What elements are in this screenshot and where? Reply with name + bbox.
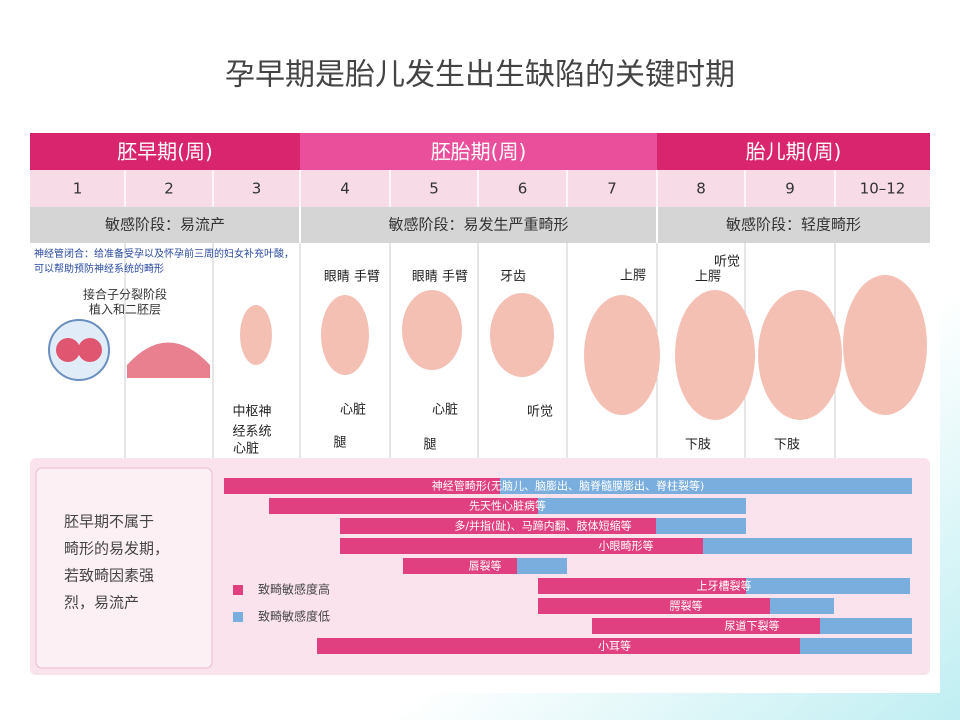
bar-high — [340, 518, 656, 534]
annotation: 眼睛 手臂 — [412, 270, 468, 285]
zygote-cell — [78, 338, 102, 362]
bar-low — [746, 578, 910, 594]
defect-label: 上牙槽裂等 — [697, 579, 752, 593]
note-box: 神经管闭合：给准备受孕以及怀孕前三周的妇女补充叶酸，可以帮助预防神经系统的畸形 — [34, 249, 294, 275]
period-band — [30, 133, 300, 170]
side-text: 畸形的易发期， — [64, 540, 169, 558]
embryo — [490, 293, 554, 377]
embryo — [402, 290, 462, 370]
week-label: 4 — [340, 180, 350, 198]
annotation: 听觉 — [527, 405, 553, 420]
period-band — [300, 133, 657, 170]
slide-title: 孕早期是胎儿发生出生缺陷的关键时期 — [225, 58, 735, 93]
week-label: 1 — [73, 180, 83, 198]
week-label: 3 — [252, 180, 262, 198]
annotation: 中枢神 — [232, 405, 271, 420]
sens-label: 敏感阶段：易发生严重畸形 — [388, 216, 568, 234]
week-label: 2 — [164, 180, 174, 198]
annotation: 下肢 — [685, 437, 711, 453]
side-box — [35, 467, 213, 669]
embryo — [584, 295, 660, 415]
legend-swatch — [233, 612, 243, 622]
bar-low — [500, 478, 912, 494]
annotation: 牙齿 — [500, 270, 526, 285]
embryo — [321, 295, 369, 375]
bar-low — [538, 498, 746, 514]
embryo — [240, 305, 272, 365]
bar-low — [770, 598, 834, 614]
legend-label: 致畸敏感度高 — [258, 582, 330, 597]
stage-label: 接合子分裂阶段 — [83, 287, 167, 302]
bar-high — [403, 558, 517, 574]
annotation: 眼睛 手臂 — [324, 270, 380, 285]
embryo — [843, 275, 927, 415]
annotation: 上腭 — [620, 269, 646, 284]
bar-low — [800, 638, 912, 654]
period-label: 胚早期(周) — [117, 140, 213, 164]
bar-high — [538, 598, 770, 614]
sens-row — [30, 207, 930, 243]
annotation: 腿 — [423, 438, 436, 453]
week-label: 8 — [696, 180, 706, 198]
annotation: 心脏 — [432, 403, 458, 418]
defect-label: 先天性心脏病等 — [469, 499, 546, 513]
embryo — [675, 290, 755, 420]
period-label: 胎儿期(周) — [746, 140, 842, 164]
annotation: 听觉 — [714, 255, 740, 270]
side-text: 若致畸因素强 — [64, 567, 154, 585]
week-label: 10–12 — [860, 180, 906, 198]
period-band — [657, 133, 930, 170]
bar-high — [269, 498, 538, 514]
annotation: 心脏 — [233, 442, 259, 457]
week-label: 6 — [518, 180, 528, 198]
defect-label: 多/并指(趾)、马蹄内翻、肢体短缩等 — [454, 519, 631, 533]
bar-low — [656, 518, 746, 534]
week-label: 9 — [785, 180, 795, 198]
embryo — [758, 290, 842, 420]
defect-label: 小耳等 — [598, 639, 631, 653]
bar-high — [224, 478, 500, 494]
bar-high — [592, 618, 820, 634]
side-text: 烈，易流产 — [64, 594, 139, 612]
annotation: 心脏 — [340, 403, 366, 418]
week-label: 7 — [607, 180, 617, 198]
bar-high — [538, 578, 746, 594]
side-text: 胚早期不属于 — [64, 513, 154, 531]
annotation: 上腭 — [695, 270, 721, 285]
defect-label: 尿道下裂等 — [725, 619, 780, 633]
sens-label: 敏感阶段：轻度畸形 — [726, 216, 861, 234]
defect-label: 小眼畸形等 — [599, 539, 654, 553]
annotation: 腿 — [333, 436, 346, 451]
legend-swatch — [233, 585, 243, 595]
legend-label: 致畸敏感度低 — [258, 609, 330, 624]
annotation: 下肢 — [774, 437, 800, 453]
week-row — [30, 170, 930, 207]
week-label: 5 — [429, 180, 439, 198]
bar-low — [703, 538, 912, 554]
diagram: 胚早期(周) 胚胎期(周) 胎儿期(周) 1 2 3 4 5 6 7 8 9 10–12 敏感阶段：易流产… — [30, 133, 930, 654]
note: 神经管闭合：给准备受孕以及怀孕前三周的妇女补充叶酸，可以帮助预防神经系统的畸形 — [34, 249, 294, 275]
zygote-cell — [56, 338, 80, 362]
bar-high — [317, 638, 800, 654]
bar-low — [820, 618, 912, 634]
period-label: 胚胎期(周) — [431, 140, 527, 164]
annotation: 经系统 — [232, 425, 271, 440]
bar-high — [340, 538, 703, 554]
bar-low — [517, 558, 567, 574]
defect-label: 腭裂等 — [670, 599, 703, 613]
defect-label: 唇裂等 — [469, 559, 502, 573]
implant — [127, 342, 210, 378]
sens-label: 敏感阶段：易流产 — [105, 216, 225, 234]
defect-label: 神经管畸形(无脑儿、脑膨出、脑脊髓膜膨出、脊柱裂等) — [432, 479, 705, 493]
stage-label: 植入和二胚层 — [89, 302, 161, 317]
